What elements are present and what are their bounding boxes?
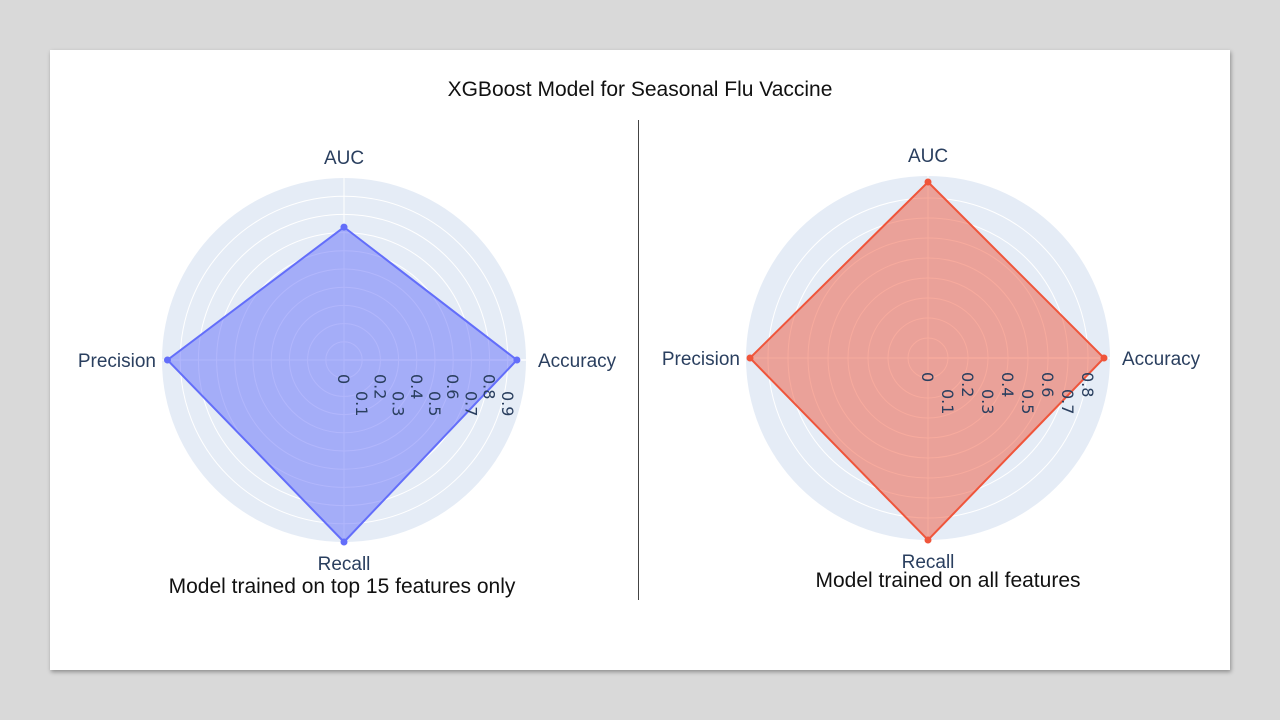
chart-caption-left: Model trained on top 15 features only	[168, 575, 516, 598]
divider	[638, 120, 639, 600]
axis-label-recall: Recall	[902, 552, 955, 573]
axis-label-precision: Precision	[78, 351, 156, 372]
axis-label-accuracy: Accuracy	[538, 351, 617, 372]
axis-label-auc: AUC	[908, 146, 948, 167]
radial-tick-label: 0.6	[1038, 372, 1057, 397]
radial-tick-label: 0.8	[480, 374, 499, 399]
radial-tick-label: 0.9	[498, 391, 517, 416]
data-point-accuracy	[1100, 354, 1108, 362]
radial-tick-label: 0.8	[1078, 372, 1097, 397]
data-point-auc	[340, 223, 348, 231]
axis-label-precision: Precision	[662, 349, 740, 370]
radial-tick-label: 0.4	[407, 374, 426, 399]
radial-tick-label: 0.7	[1058, 389, 1077, 414]
radial-tick-label: 0.2	[370, 374, 389, 399]
data-point-auc	[924, 178, 932, 186]
radial-tick-label: 0.5	[425, 391, 444, 416]
axis-label-accuracy: Accuracy	[1122, 349, 1201, 370]
radial-tick-label: 0.7	[461, 391, 480, 416]
data-point-precision	[746, 354, 754, 362]
radial-tick-label: 0.5	[1018, 389, 1037, 414]
data-point-recall	[340, 538, 348, 546]
radial-tick-label: 0.4	[998, 372, 1017, 397]
axis-label-recall: Recall	[318, 554, 371, 575]
data-point-precision	[163, 356, 171, 364]
data-point-accuracy	[513, 356, 521, 364]
chart-caption-right: Model trained on all features	[815, 569, 1081, 592]
data-point-recall	[924, 536, 932, 544]
radial-tick-label: 0.3	[389, 391, 408, 416]
radial-tick-label: 0	[918, 372, 937, 382]
axis-label-auc: AUC	[324, 148, 364, 169]
radial-tick-label: 0	[334, 374, 353, 384]
radial-tick-label: 0.3	[978, 389, 997, 414]
radial-tick-label: 0.1	[352, 391, 371, 416]
page-title: XGBoost Model for Seasonal Flu Vaccine	[447, 78, 833, 101]
radial-tick-label: 0.2	[958, 372, 977, 397]
radar-chart-left: AUCAccuracyRecallPrecision00.10.20.30.40…	[78, 148, 617, 575]
radial-tick-label: 0.1	[938, 389, 957, 414]
radial-tick-label: 0.6	[443, 374, 462, 399]
